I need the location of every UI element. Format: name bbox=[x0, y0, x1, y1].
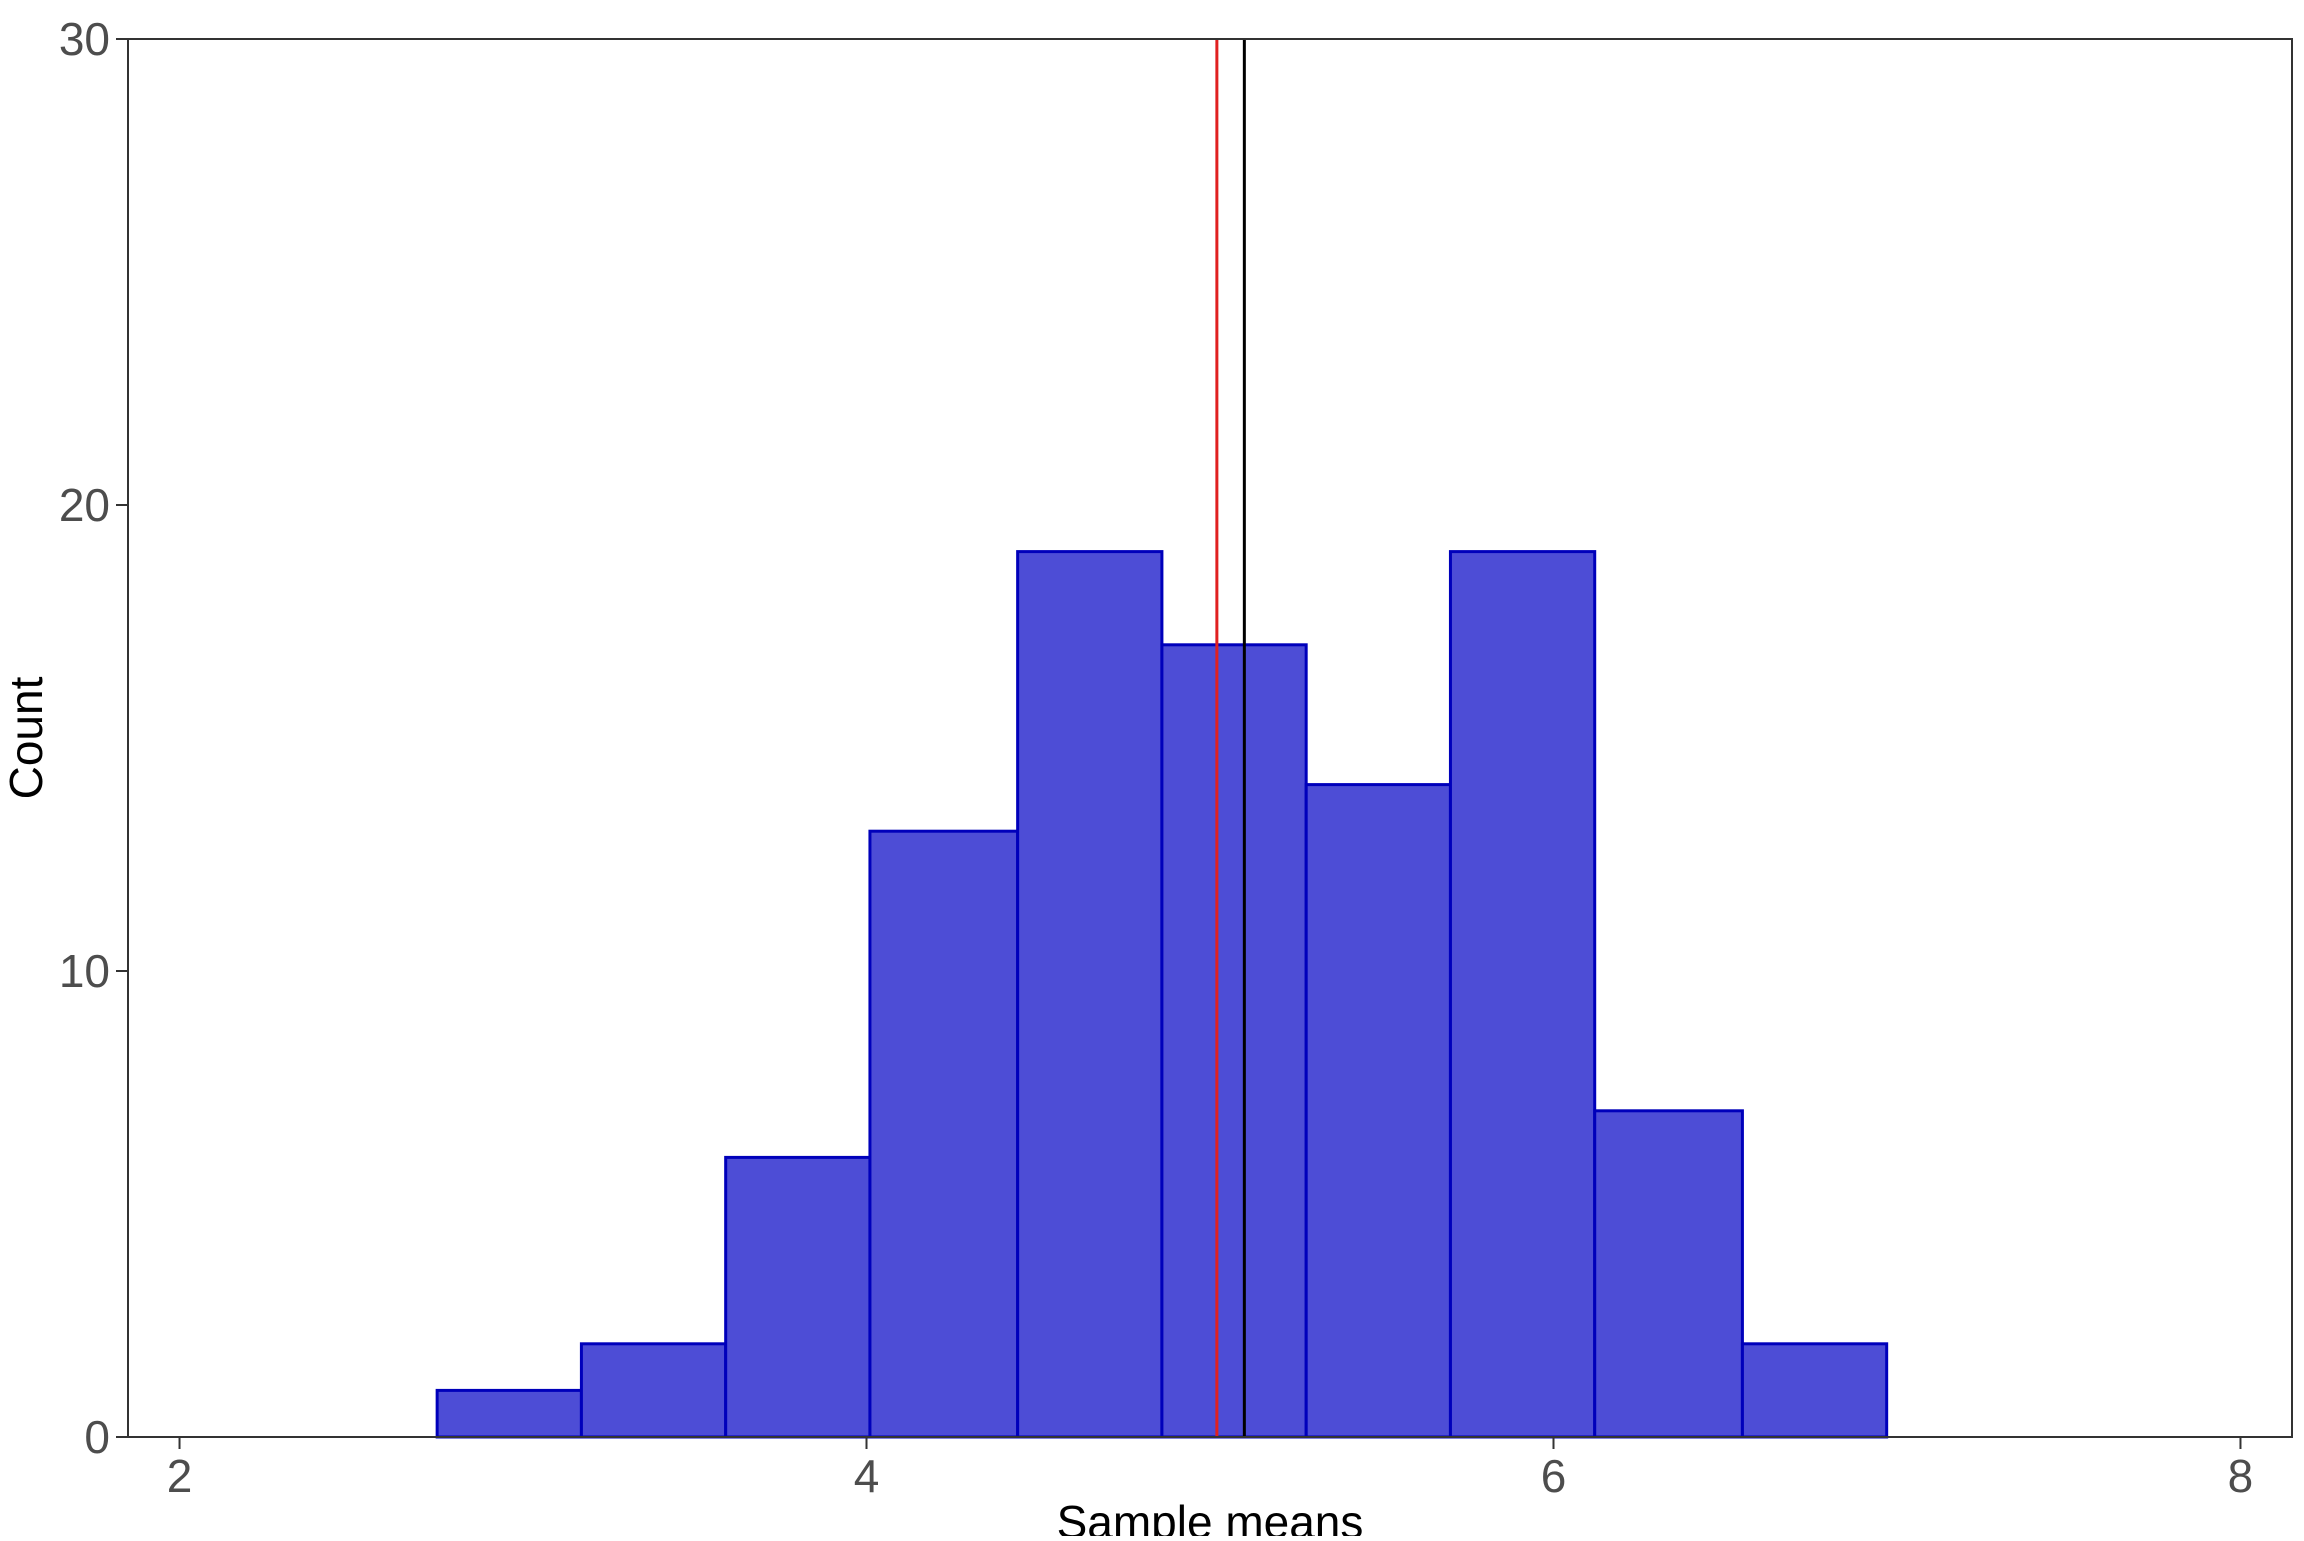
y-axis-title: Count bbox=[0, 676, 52, 799]
histogram-bar-1 bbox=[435, 1388, 583, 1439]
y-tick-label-10: 10 bbox=[59, 945, 110, 997]
histogram-bar-6 bbox=[1160, 643, 1308, 1439]
histogram-bar-3 bbox=[724, 1155, 872, 1439]
reference-lines bbox=[1215, 39, 1246, 1437]
y-tick-label-30: 30 bbox=[59, 13, 110, 65]
histogram-bar-10 bbox=[1740, 1342, 1889, 1439]
plot-panel-border bbox=[127, 38, 2293, 1438]
histogram-bar-8 bbox=[1448, 550, 1597, 1439]
histogram-bar-2 bbox=[579, 1342, 728, 1439]
y-tick-label-20: 20 bbox=[59, 479, 110, 531]
x-tick-label-2: 2 bbox=[167, 1450, 193, 1502]
x-tick-label-6: 6 bbox=[1541, 1450, 1567, 1502]
histogram-bar-7 bbox=[1304, 783, 1452, 1439]
bars-layer bbox=[435, 550, 1889, 1439]
ticks: 2 4 6 8 0 10 20 30 bbox=[59, 13, 2253, 1502]
x-tick-label-8: 8 bbox=[2228, 1450, 2254, 1502]
axes bbox=[127, 38, 2293, 1438]
y-tick-label-0: 0 bbox=[84, 1411, 110, 1463]
histogram-bar-5 bbox=[1016, 550, 1164, 1439]
x-axis-title: Sample means bbox=[1057, 1496, 1364, 1536]
histogram-bar-9 bbox=[1593, 1109, 1744, 1439]
histogram-bar-4 bbox=[868, 829, 1020, 1439]
x-tick-label-4: 4 bbox=[854, 1450, 880, 1502]
